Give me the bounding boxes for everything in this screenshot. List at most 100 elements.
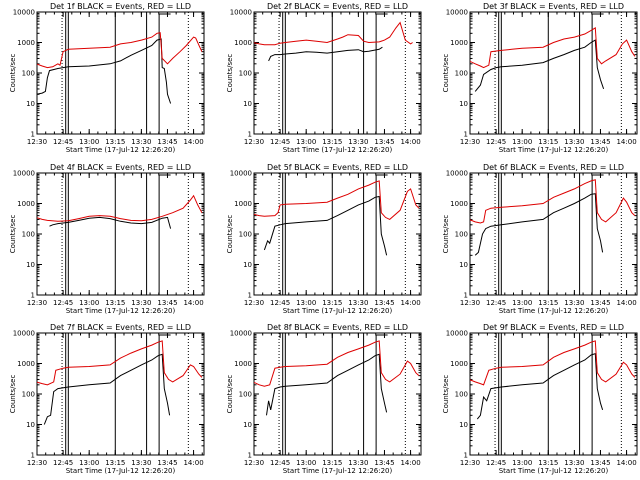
lld-series-line [37, 340, 203, 386]
events-series-line [266, 353, 388, 416]
events-series-line [474, 193, 604, 256]
x-tick-label: 13:15 [538, 299, 558, 307]
x-axis-label: Start Time (17-Jul-12 12:26:20) [66, 146, 176, 154]
events-series-line [37, 38, 172, 104]
x-tick-label: 12:30 [244, 138, 264, 146]
y-axis-label: Counts/sec [9, 215, 17, 254]
panel-det-5: Det 5f BLACK = Events, RED = LLD 1 10 100 10… [226, 163, 422, 315]
panel-det-6: Det 6f BLACK = Events, RED = LLD 1 10 100 10… [442, 163, 638, 315]
x-tick-label: 14:00 [400, 299, 420, 307]
y-tick-label: 10 [243, 421, 252, 429]
x-tick-label: 13:00 [79, 459, 99, 467]
panel-det-8: Det 8f BLACK = Events, RED = LLD 1 10 100 10… [226, 323, 422, 475]
y-tick-label: 1000 [17, 360, 35, 368]
x-tick-label: 14:00 [400, 138, 420, 146]
bracket-marker [591, 13, 604, 134]
bracket-marker [375, 13, 388, 134]
y-tick-label: 1000 [450, 360, 468, 368]
x-axis-label: Start Time (17-Jul-12 12:26:20) [66, 307, 176, 315]
y-tick-label: 1 [248, 292, 252, 300]
x-tick-label: 13:45 [590, 459, 610, 467]
x-tick-label: 12:45 [270, 138, 290, 146]
x-tick-label: 12:30 [244, 459, 264, 467]
y-tick-label: 10 [243, 261, 252, 269]
panel-det-2: Det 2f BLACK = Events, RED = LLD 1 10 100 10… [226, 2, 422, 154]
y-tick-label: 1 [464, 292, 468, 300]
panel-title: Det 8f BLACK = Events, RED = LLD [267, 323, 408, 332]
x-axis-label: Start Time (17-Jul-12 12:26:20) [283, 307, 393, 315]
events-series-line [263, 195, 388, 256]
y-tick-label: 1 [31, 131, 35, 139]
x-tick-label: 14:00 [183, 138, 203, 146]
x-tick-label: 14:00 [616, 138, 636, 146]
lld-series-line [254, 180, 420, 220]
x-tick-label: 13:30 [564, 299, 584, 307]
bracket-marker [591, 174, 604, 295]
x-axis-label: Start Time (17-Jul-12 12:26:20) [499, 307, 609, 315]
events-series-line [49, 216, 172, 229]
y-tick-label: 1000 [450, 200, 468, 208]
y-axis-label: Counts/sec [226, 215, 234, 254]
y-tick-label: 1000 [17, 200, 35, 208]
x-tick-label: 12:30 [460, 299, 480, 307]
y-tick-label: 1 [31, 452, 35, 460]
x-tick-label: 12:45 [486, 138, 506, 146]
panel-det-4: Det 4f BLACK = Events, RED = LLD 1 10 100 10… [9, 163, 205, 315]
y-axis-label: Counts/sec [442, 375, 450, 414]
y-axis-label: Counts/sec [442, 215, 450, 254]
panel-title: Det 9f BLACK = Events, RED = LLD [483, 323, 624, 332]
y-axis-label: Counts/sec [226, 375, 234, 414]
y-tick-label: 1 [464, 131, 468, 139]
x-tick-label: 13:45 [374, 138, 394, 146]
x-tick-label: 13:45 [157, 138, 177, 146]
x-tick-label: 14:00 [616, 299, 636, 307]
y-tick-label: 1 [248, 131, 252, 139]
lld-series-line [254, 340, 420, 387]
y-tick-label: 1 [248, 452, 252, 460]
y-tick-label: 1000 [234, 360, 252, 368]
x-tick-label: 13:00 [512, 138, 532, 146]
x-tick-label: 14:00 [183, 459, 203, 467]
x-tick-label: 12:30 [27, 459, 47, 467]
y-tick-label: 10 [26, 261, 35, 269]
y-tick-label: 10000 [446, 170, 468, 178]
y-axis-label: Counts/sec [226, 54, 234, 93]
y-tick-label: 10 [459, 100, 468, 108]
y-tick-label: 10000 [13, 330, 35, 338]
panel-title: Det 3f BLACK = Events, RED = LLD [483, 2, 624, 11]
y-tick-label: 10 [26, 421, 35, 429]
lld-series-line [37, 32, 203, 69]
x-tick-label: 13:30 [564, 138, 584, 146]
x-tick-label: 14:00 [183, 299, 203, 307]
x-tick-label: 13:45 [590, 299, 610, 307]
bracket-marker [158, 334, 171, 455]
x-tick-label: 12:45 [53, 299, 73, 307]
y-tick-label: 100 [239, 70, 252, 78]
x-tick-label: 13:30 [131, 459, 151, 467]
x-tick-label: 13:30 [564, 459, 584, 467]
x-tick-label: 12:45 [270, 459, 290, 467]
y-axis-label: Counts/sec [442, 54, 450, 93]
y-tick-label: 100 [239, 231, 252, 239]
x-tick-label: 13:15 [538, 138, 558, 146]
y-tick-label: 10000 [230, 170, 252, 178]
x-tick-label: 13:30 [131, 138, 151, 146]
x-tick-label: 13:15 [105, 459, 125, 467]
x-tick-label: 13:45 [157, 459, 177, 467]
x-tick-label: 14:00 [400, 459, 420, 467]
x-tick-label: 13:45 [374, 459, 394, 467]
bracket-marker [375, 334, 388, 455]
x-tick-label: 13:45 [157, 299, 177, 307]
y-tick-label: 100 [22, 231, 35, 239]
lld-series-line [470, 179, 636, 224]
panel-title: Det 5f BLACK = Events, RED = LLD [267, 163, 408, 172]
x-tick-label: 13:15 [322, 299, 342, 307]
y-tick-label: 10000 [230, 9, 252, 17]
events-series-line [476, 353, 604, 420]
y-tick-label: 100 [455, 391, 468, 399]
y-tick-label: 10 [26, 100, 35, 108]
x-tick-label: 12:45 [53, 459, 73, 467]
events-series-line [474, 39, 605, 92]
lld-series-line [470, 340, 636, 386]
